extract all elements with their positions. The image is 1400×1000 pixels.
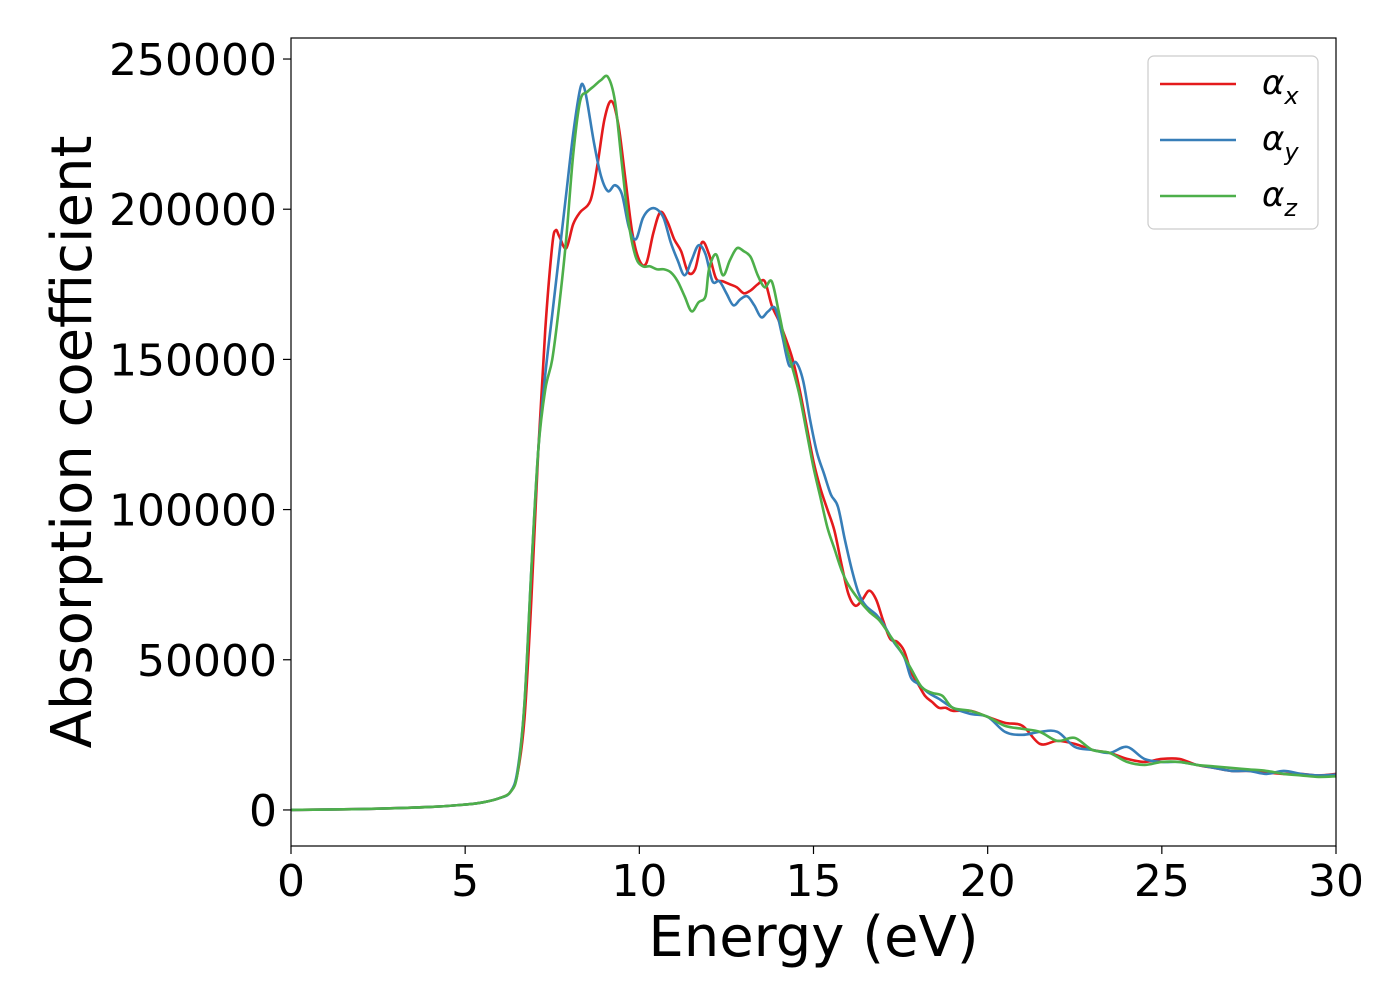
legend-subscript: z (1283, 194, 1298, 222)
series-line-alpha-z (291, 74, 1336, 812)
x-axis-title: Energy (eV) (648, 905, 978, 970)
x-tick-label: 5 (451, 856, 479, 907)
y-tick-label: 150000 (109, 335, 277, 386)
ticks-layer: 0 5 10 15 20 25 30 0 50000 100000 150000 200000 2500… (109, 35, 1364, 907)
series-layer (291, 74, 1336, 812)
y-axis-title: Absorption coefficient (40, 136, 105, 749)
y-tick-label: 200000 (109, 185, 277, 236)
y-tick-label: 250000 (109, 35, 277, 86)
y-tick-label: 50000 (137, 636, 277, 687)
series-line-alpha-y (291, 82, 1336, 812)
x-tick-label: 10 (611, 856, 667, 907)
x-tick-label: 25 (1134, 856, 1190, 907)
x-tick-label: 30 (1308, 856, 1364, 907)
legend-subscript: x (1283, 82, 1299, 110)
y-tick-label: 0 (249, 786, 277, 837)
y-tick-label: 100000 (109, 486, 277, 537)
x-tick-label: 0 (277, 856, 305, 907)
x-tick-label: 15 (786, 856, 842, 907)
x-tick-label: 20 (960, 856, 1016, 907)
legend-subscript: y (1283, 138, 1299, 166)
legend-box (1147, 55, 1319, 230)
